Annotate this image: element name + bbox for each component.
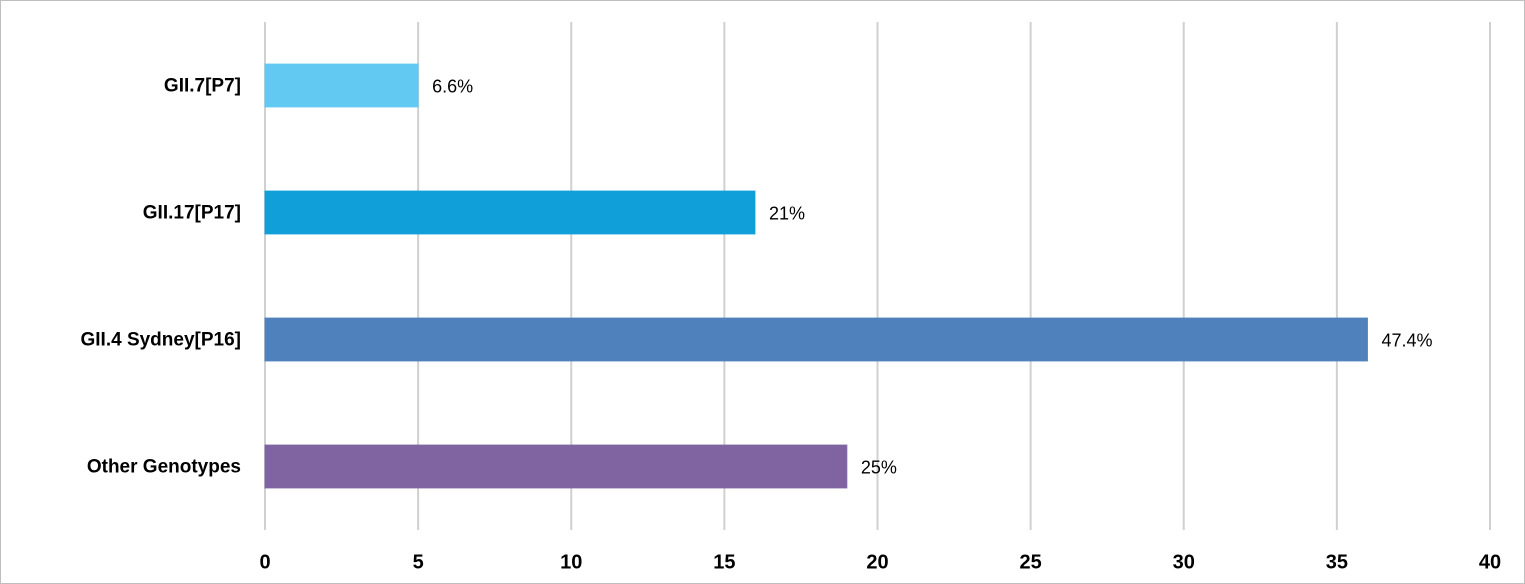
x-tick-label: 0	[259, 551, 270, 573]
x-tick-label: 15	[713, 551, 735, 573]
x-tick-label: 35	[1326, 551, 1348, 573]
bar	[264, 317, 1368, 362]
value-label: 25%	[861, 457, 897, 477]
value-label: 6.6%	[432, 76, 473, 96]
bar	[264, 63, 419, 108]
x-tick-label: 20	[866, 551, 888, 573]
y-tick-label: GII.7[P7]	[164, 76, 241, 97]
bar	[264, 444, 848, 489]
value-label: 21%	[769, 203, 805, 223]
y-tick-label: GII.17[P17]	[143, 203, 241, 224]
x-tick-label: 25	[1020, 551, 1042, 573]
x-tick-label: 30	[1173, 551, 1195, 573]
x-tick-label: 5	[413, 551, 424, 573]
x-tick-label: 40	[1479, 551, 1501, 573]
y-tick-label: GII.4 Sydney[P16]	[80, 330, 241, 351]
value-label: 47.4%	[1382, 330, 1433, 350]
x-tick-label: 10	[560, 551, 582, 573]
y-tick-label: Other Genotypes	[87, 457, 241, 478]
bar	[264, 190, 756, 235]
